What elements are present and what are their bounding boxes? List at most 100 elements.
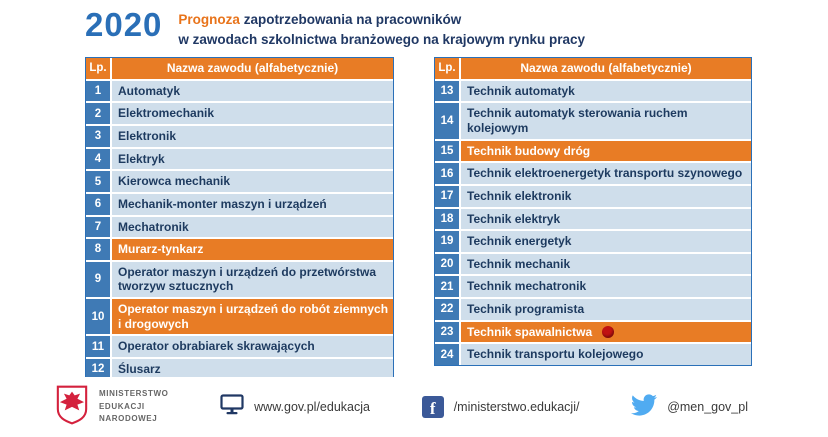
profession-cell: Mechatronik (112, 216, 393, 238)
row-number-cell: 9 (86, 261, 110, 297)
red-dot-marker (602, 325, 615, 338)
row-number-cell: 20 (435, 253, 459, 275)
website-link[interactable]: www.gov.pl/edukacja (220, 394, 370, 420)
profession-cell: Elektronik (112, 126, 393, 147)
profession-name: Technik mechanik (467, 256, 571, 271)
professions-table-left: Lp. Nazwa zawodu (alfabetycznie) 1 Automa… (85, 57, 394, 381)
table-row: 19 Technik energetyk (435, 231, 751, 252)
ministry-line-2: EDUKACJI (99, 401, 145, 411)
name-header-cell: Nazwa zawodu (alfabetycznie) (112, 58, 393, 79)
profession-cell: Technik elektronik (461, 185, 751, 207)
profession-name: Elektryk (118, 151, 165, 166)
profession-name: Technik budowy dróg (467, 143, 591, 158)
profession-cell: Ślusarz (112, 358, 393, 380)
profession-name: Technik automatyk (467, 83, 575, 98)
row-number-cell: 1 (86, 80, 110, 102)
profession-cell: Kierowca mechanik (112, 171, 393, 192)
lp-header-cell: Lp. (435, 58, 459, 79)
twitter-link[interactable]: @men_gov_pl (631, 392, 748, 423)
page-title: Prognoza zapotrzebowania na pracowników … (178, 8, 585, 49)
name-header-cell: Nazwa zawodu (alfabetycznie) (461, 58, 751, 79)
row-number-cell: 18 (435, 208, 459, 230)
table-row: 20 Technik mechanik (435, 253, 751, 275)
profession-name: Technik elektryk (467, 211, 561, 226)
table-row: 24 Technik transportu kolejowego (435, 344, 751, 365)
year-label: 2020 (85, 6, 163, 43)
lp-header-cell: Lp. (86, 58, 110, 79)
facebook-link[interactable]: f /ministerstwo.edukacji/ (421, 396, 580, 418)
table-row: 7 Mechatronik (86, 216, 393, 238)
profession-cell: Technik spawalnictwa (461, 321, 751, 343)
title-rest: zapotrzebowania na pracowników (239, 12, 462, 27)
table-row: 9 Operator maszyn i urządzeń do przetwórs… (86, 261, 393, 297)
row-number-cell: 6 (86, 193, 110, 215)
profession-cell: Operator obrabiarek skrawających (112, 336, 393, 357)
table-row: 17 Technik elektronik (435, 185, 751, 207)
page-header: 2020 Prognoza zapotrzebowania na pracown… (0, 0, 828, 49)
profession-cell: Technik transportu kolejowego (461, 344, 751, 365)
row-number-cell: 14 (435, 103, 459, 139)
profession-cell: Technik automatyk (461, 80, 751, 102)
row-number-cell: 12 (86, 358, 110, 380)
profession-cell: Technik mechatronik (461, 276, 751, 297)
profession-name: Murarz-tynkarz (118, 242, 204, 257)
table-row: 23 Technik spawalnictwa (435, 321, 751, 343)
table-row: 15 Technik budowy dróg (435, 140, 751, 162)
tables-area: Lp. Nazwa zawodu (alfabetycznie) 1 Automa… (0, 49, 828, 381)
row-number-cell: 17 (435, 185, 459, 207)
table-row: 16 Technik elektroenergetyk transportu sz… (435, 163, 751, 184)
profession-name: Operator obrabiarek skrawających (118, 339, 315, 354)
profession-cell: Technik elektryk (461, 208, 751, 230)
row-number-cell: 15 (435, 140, 459, 162)
profession-name: Technik energetyk (467, 234, 572, 249)
row-number-cell: 13 (435, 80, 459, 102)
professions-table-right: Lp. Nazwa zawodu (alfabetycznie) 13 Techn… (434, 57, 752, 366)
profession-cell: Technik automatyk sterowania ruchem kole… (461, 103, 751, 139)
table-row: 6 Mechanik-monter maszyn i urządzeń (86, 193, 393, 215)
table-row: 1 Automatyk (86, 80, 393, 102)
ministry-line-1: MINISTERSTWO (99, 389, 169, 399)
row-number-cell: 8 (86, 239, 110, 260)
row-number-cell: 5 (86, 171, 110, 192)
profession-name: Mechatronik (118, 219, 189, 234)
twitter-handle[interactable]: @men_gov_pl (667, 400, 748, 414)
table-row: 13 Technik automatyk (435, 80, 751, 102)
table-row: 2 Elektromechanik (86, 103, 393, 124)
table-row: 3 Elektronik (86, 126, 393, 147)
facebook-icon: f (421, 396, 444, 418)
profession-cell: Automatyk (112, 80, 393, 102)
table-row: 4 Elektryk (86, 148, 393, 170)
profession-name: Technik automatyk sterowania ruchem kole… (467, 106, 688, 135)
page-footer: MINISTERSTWO EDUKACJI NARODOWEJ www.gov.… (0, 377, 828, 437)
row-number-cell: 10 (86, 299, 110, 335)
profession-name: Operator maszyn i urządzeń do robót ziem… (118, 302, 389, 331)
profession-name: Technik elektroenergetyk transportu szyn… (467, 166, 743, 181)
website-url[interactable]: www.gov.pl/edukacja (254, 400, 370, 414)
ministry-branding: MINISTERSTWO EDUKACJI NARODOWEJ (55, 385, 168, 430)
title-line-2: w zawodach szkolnictwa branżowego na kra… (178, 31, 586, 47)
facebook-handle[interactable]: /ministerstwo.edukacji/ (453, 400, 580, 414)
title-line-1: Prognoza zapotrzebowania na pracowników (178, 10, 585, 30)
row-number-cell: 24 (435, 344, 459, 365)
table-row: 22 Technik programista (435, 299, 751, 320)
profession-cell: Elektromechanik (112, 103, 393, 124)
profession-cell: Technik energetyk (461, 231, 751, 252)
profession-name: Elektromechanik (118, 106, 215, 121)
table-row: 18 Technik elektryk (435, 208, 751, 230)
table-row: 12 Ślusarz (86, 358, 393, 380)
profession-name: Mechanik-monter maszyn i urządzeń (118, 196, 327, 211)
profession-name: Technik elektronik (467, 188, 572, 203)
monitor-icon (220, 394, 244, 420)
profession-name: Automatyk (118, 83, 181, 98)
profession-name: Elektronik (118, 129, 177, 143)
ministry-line-3: NARODOWEJ (99, 414, 158, 424)
ministry-name: MINISTERSTWO EDUKACJI NARODOWEJ (99, 388, 168, 425)
profession-cell: Mechanik-monter maszyn i urządzeń (112, 193, 393, 215)
eagle-emblem-icon (55, 385, 89, 430)
profession-cell: Murarz-tynkarz (112, 239, 393, 260)
profession-cell: Technik elektroenergetyk transportu szyn… (461, 163, 751, 184)
profession-name: Kierowca mechanik (118, 174, 231, 189)
profession-name: Technik mechatronik (467, 279, 587, 294)
row-number-cell: 2 (86, 103, 110, 124)
